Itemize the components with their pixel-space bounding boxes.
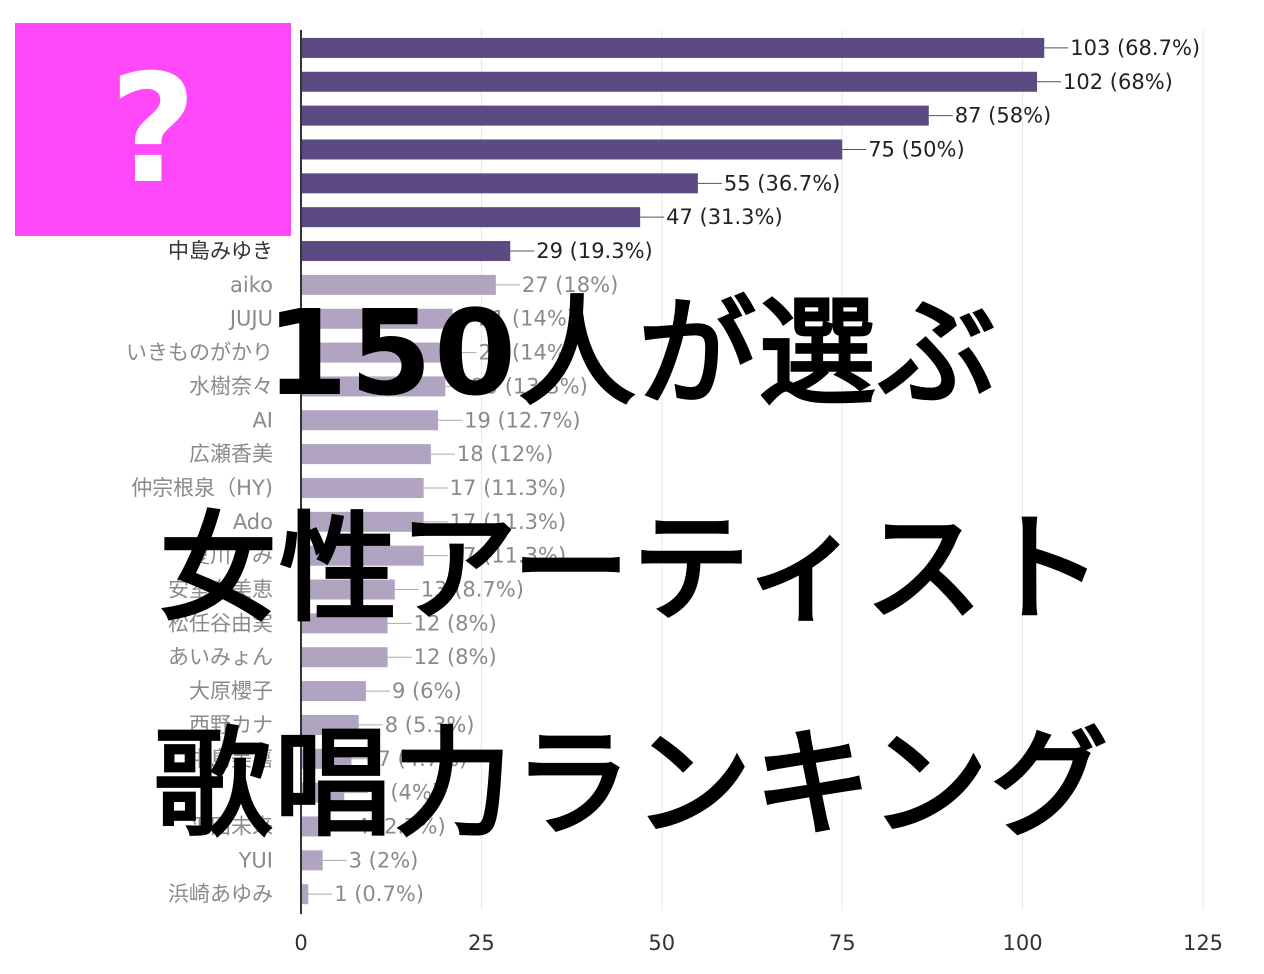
category-label: 平田未来 xyxy=(189,814,273,838)
category-label: 松任谷由実 xyxy=(168,611,273,635)
value-label: 29 (19.3%) xyxy=(536,239,653,263)
value-label: 19 (12.7%) xyxy=(464,408,581,432)
overlay-title-line-1: 150人が選ぶ xyxy=(265,284,999,422)
bar xyxy=(301,71,1038,92)
category-label: aiko xyxy=(230,273,273,297)
x-tick-label: 50 xyxy=(648,931,675,955)
overlay-title-line-3: 歌唱力ランキング xyxy=(153,715,1111,853)
value-label: 12 (8%) xyxy=(414,645,497,669)
value-label: 13 (8.7%) xyxy=(421,578,524,602)
value-label: 1 (0.7%) xyxy=(334,882,424,906)
question-mark-icon: ? xyxy=(109,42,197,217)
value-label: 47 (31.3%) xyxy=(666,205,783,229)
category-label: YUI xyxy=(238,848,273,872)
x-tick-label: 125 xyxy=(1183,931,1223,955)
value-labels: 103 (68.7%) 102 (68%) 87 (58%) 75 (50%) 55 (… xyxy=(308,36,1200,906)
mystery-placeholder-box: ? xyxy=(15,23,291,236)
bar xyxy=(301,579,395,600)
x-tick-label: 0 xyxy=(294,931,307,955)
value-label: 20 (13.3%) xyxy=(471,374,588,398)
category-label: 仲宗根泉（HY) xyxy=(131,476,273,500)
bar xyxy=(301,545,424,566)
bar xyxy=(301,884,309,905)
value-label: 17 (11.3%) xyxy=(450,544,567,568)
bar xyxy=(301,714,359,735)
bar xyxy=(301,241,511,262)
value-label: 21 (14%) xyxy=(479,341,575,365)
value-label: 87 (58%) xyxy=(955,104,1051,128)
value-label: 103 (68.7%) xyxy=(1070,36,1200,60)
value-label: 21 (14%) xyxy=(479,307,575,331)
value-label: 27 (18%) xyxy=(522,273,618,297)
value-label: 102 (68%) xyxy=(1063,70,1173,94)
category-label: 中島みゆき xyxy=(168,239,273,263)
bar xyxy=(301,613,388,634)
category-label: 浜崎あゆみ xyxy=(168,882,273,906)
bar xyxy=(301,748,352,769)
bar xyxy=(301,816,330,837)
bar xyxy=(301,105,929,126)
bar xyxy=(301,850,323,871)
category-label: 中島美嘉 xyxy=(189,747,273,771)
bar xyxy=(301,342,453,363)
bar xyxy=(301,376,446,397)
bar xyxy=(301,173,698,194)
x-tick-label: 75 xyxy=(829,931,856,955)
bar xyxy=(301,477,424,498)
bar xyxy=(301,782,345,803)
value-label: 17 (11.3%) xyxy=(450,510,567,534)
category-label: あいみょん xyxy=(168,645,273,669)
category-label: Ado xyxy=(233,510,273,534)
bar xyxy=(301,511,424,532)
value-label: 4 (2.7%) xyxy=(356,814,446,838)
value-label: 3 (2%) xyxy=(349,848,419,872)
value-label: 8 (5.3%) xyxy=(385,713,475,737)
category-label: 安室奈美恵 xyxy=(168,578,273,602)
bar xyxy=(301,647,388,668)
category-label: AI xyxy=(252,408,273,432)
bar xyxy=(301,274,496,295)
x-tick-label: 25 xyxy=(468,931,495,955)
value-label: 12 (8%) xyxy=(414,611,497,635)
value-label: 17 (11.3%) xyxy=(450,476,567,500)
category-label: いきものがかり xyxy=(126,341,273,365)
bar xyxy=(301,444,431,465)
x-axis-ticks: 0 25 50 75 100 125 xyxy=(294,931,1223,955)
category-label: 水樹奈々 xyxy=(189,374,273,398)
bar xyxy=(301,139,843,160)
value-label: 75 (50%) xyxy=(868,137,964,161)
category-label: JUJU xyxy=(228,307,273,331)
value-label: 55 (36.7%) xyxy=(724,171,841,195)
bar xyxy=(301,308,453,329)
category-label: 夏川りみ xyxy=(189,544,273,568)
value-label: 9 (6%) xyxy=(392,679,462,703)
value-label: 7 (4.7%) xyxy=(378,747,468,771)
x-tick-label: 100 xyxy=(1003,931,1043,955)
bar xyxy=(301,207,641,228)
overlay-title-line-2: 女性アーティスト xyxy=(159,500,1105,638)
bars xyxy=(301,37,1045,905)
category-label: 大原櫻子 xyxy=(189,679,273,703)
bar xyxy=(301,681,366,702)
bar xyxy=(301,37,1045,58)
value-label: 18 (12%) xyxy=(457,442,553,466)
bar xyxy=(301,410,439,431)
category-label: 西野カナ xyxy=(189,713,273,737)
value-label: 6 (4%) xyxy=(370,781,440,805)
category-label: 広瀬香美 xyxy=(189,442,273,466)
